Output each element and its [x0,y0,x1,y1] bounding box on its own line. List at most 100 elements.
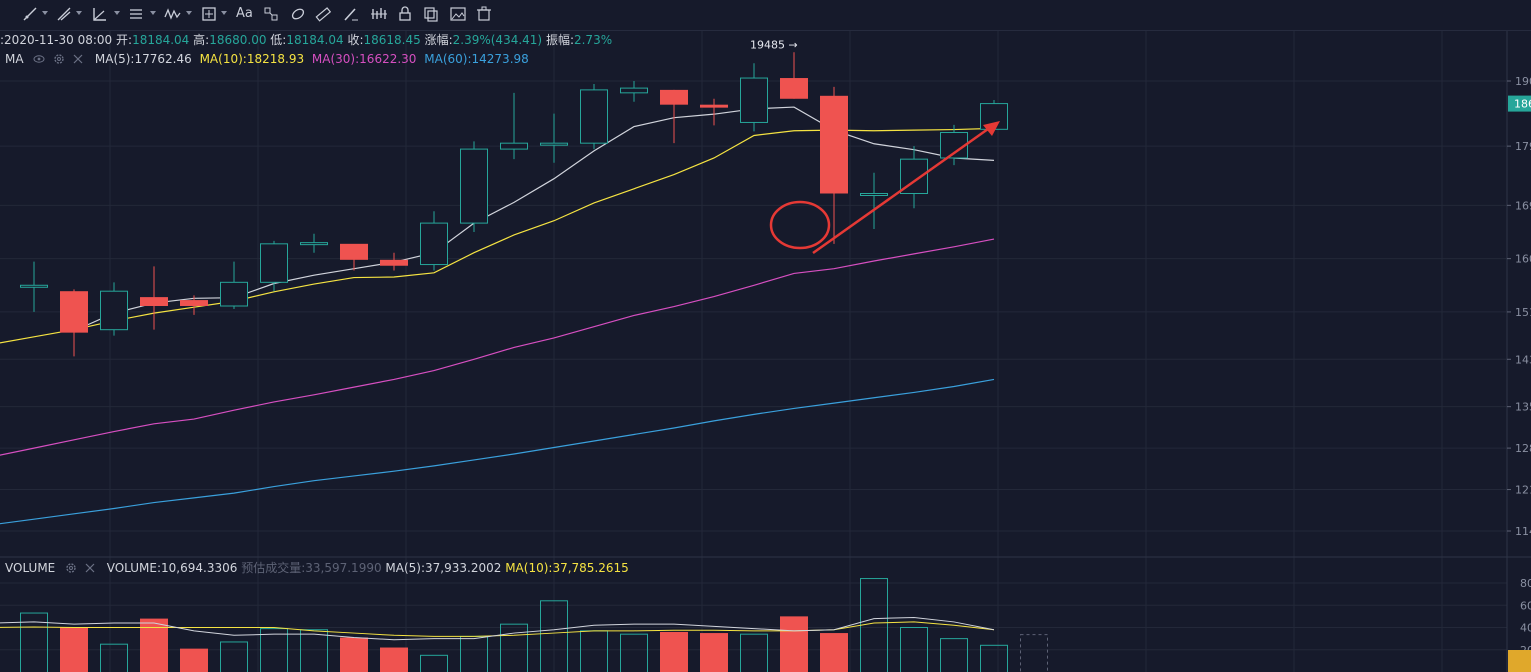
eye-icon[interactable] [33,54,45,64]
current-price-tag [1508,95,1531,112]
volume-bar [420,654,448,672]
volume-tick-label: 40 [1520,622,1531,635]
chevron-down-icon[interactable] [42,11,48,15]
candle-body [180,300,208,306]
text-icon[interactable]: Aa [236,5,253,23]
volume-bar [740,633,768,672]
multi-line-icon[interactable] [56,5,72,23]
volume-bar [100,643,128,672]
ma30-line [0,238,995,456]
candle [700,98,728,126]
low-value: 18184.04 [286,33,344,47]
price-tick-label: 121 [1515,484,1531,497]
candle [60,289,88,357]
candle-body [260,243,288,283]
open-value: 18184.04 [132,33,190,47]
clone-icon[interactable] [423,5,439,23]
measure-box-icon[interactable] [201,5,217,23]
candle [780,52,808,99]
volume-bar [860,578,888,672]
image-icon[interactable] [449,5,467,23]
text-tool-label: Aa [236,6,253,21]
price-tick-label: 190 [1515,75,1531,88]
change-value: 2.39%(434.41) [452,33,543,47]
close-icon[interactable] [85,563,95,573]
angle-icon[interactable] [92,5,108,23]
ma-legend: MA MA(5):17762.46 MA(10):18218.93 MA(30)… [0,51,529,67]
lock-icon[interactable] [398,5,412,23]
ma60-line [0,378,995,525]
open-label: 开: [116,33,133,47]
candle [300,233,328,253]
candle [540,113,568,163]
ma60-legend: MA(60):14273.98 [424,52,529,66]
candle [820,86,848,244]
chevron-down-icon[interactable] [150,11,156,15]
vol-ma5-label: MA(5): [385,561,426,575]
candle-body [620,87,648,94]
price-tick-label: 143 [1515,353,1531,366]
candle [180,295,208,315]
volume-bar [300,629,328,672]
volume-bar [900,627,928,672]
volume-bar [260,628,288,672]
candle-body [60,291,88,333]
chevron-down-icon[interactable] [114,11,120,15]
gear-icon[interactable] [65,562,77,574]
price-tick-label: 160 [1515,253,1531,266]
chevron-down-icon[interactable] [221,11,227,15]
candle [580,83,608,150]
chevron-down-icon[interactable] [76,11,82,15]
candle-body [420,222,448,266]
close-value: 18618.45 [363,33,421,47]
vol-ma10-value: 37,785.2615 [552,561,629,575]
gear-icon[interactable] [53,53,65,65]
candle-body [20,284,48,288]
wave-icon[interactable] [164,5,182,23]
horizontal-lines-icon[interactable] [128,5,144,23]
pen-icon[interactable] [342,5,360,23]
volume-indicator-name: VOLUME [5,561,56,575]
low-wick-circle [769,200,831,250]
high-label: 高: [193,33,210,47]
pattern-icon[interactable] [263,5,279,23]
candle-body [820,95,848,194]
candle [260,240,288,292]
candle [660,89,688,144]
ma5-legend: MA(5):17762.46 [94,52,192,66]
vol-ma10-label: MA(10): [505,561,553,575]
volume-bar [220,641,248,672]
price-tick-label: 151 [1515,306,1531,319]
volume-bar [940,638,968,672]
candle-body [380,259,408,266]
candle [380,252,408,271]
amplitude-label: 振幅: [545,33,574,47]
ruler-icon[interactable] [315,5,331,23]
candle [740,63,768,132]
price-tick-label: 128 [1515,442,1531,455]
candle-body [740,77,768,123]
candle-body [500,142,528,150]
shapes-icon[interactable] [290,5,306,23]
low-label: 低: [270,33,287,47]
close-icon[interactable] [73,54,83,64]
volume-bar [780,616,808,672]
candle-body [780,78,808,99]
candle [220,261,248,309]
bars-pattern-icon[interactable] [370,5,388,23]
volume-bar [340,637,368,672]
candlesticks [20,52,1008,357]
drawing-toolbar: Aa [0,0,1531,31]
trend-line-icon[interactable] [22,5,38,23]
volume-bar [180,648,208,672]
trash-icon[interactable] [476,5,492,23]
uptrend-arrowhead [983,121,1000,136]
volume-bar [580,630,608,672]
candle-body [300,242,328,246]
est-volume-value: 33,597.1990 [305,561,382,575]
volume-bar [380,647,408,672]
chevron-down-icon[interactable] [186,11,192,15]
candle-date: :2020-11-30 08:00 [0,33,113,47]
volume-bar [620,633,648,672]
